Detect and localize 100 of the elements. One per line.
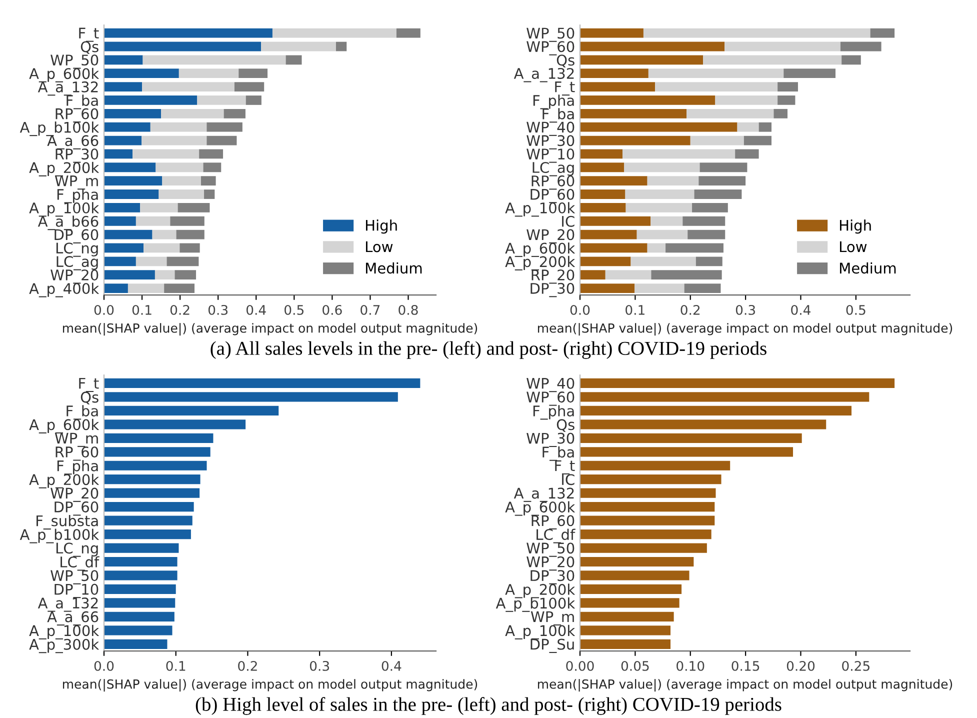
bar [104,190,159,199]
bar [580,96,716,105]
bar [272,28,396,38]
bar [158,190,204,199]
bar [630,256,696,266]
y-tick-label: A_p_b100k [20,528,100,544]
y-tick-label: F_pha [533,94,574,110]
bar [197,96,246,105]
bar [580,284,635,293]
bar [580,447,794,457]
bar [142,55,286,65]
bar [580,406,852,416]
bar [178,202,210,212]
y-tick-label: WP_m [54,176,98,190]
y-tick-label: A_p_100k [505,202,576,217]
bar [150,122,207,132]
bar [166,256,199,266]
bar [104,270,155,280]
y-tick-label: DP_60 [530,188,574,204]
y-tick-label: DP_60 [54,501,98,516]
bar [870,28,895,38]
bar [778,96,796,105]
bar [580,639,670,649]
bar [605,270,652,280]
bar [104,284,128,293]
y-tick-label: A_p_600k [29,418,100,434]
x-tick-label: 0.4 [791,304,810,315]
y-tick-label: A_p_600k [29,68,100,82]
bar [204,190,215,199]
y-tick-label: WP_60 [526,41,574,56]
bar [104,216,136,226]
bar [694,190,742,199]
y-tick-label: A_p_200k [29,474,100,488]
y-tick-label: WP_20 [526,229,574,244]
bar [690,136,744,146]
bar [580,162,624,172]
y-tick-label: A_p_600k [505,242,576,257]
text: (a) All sales levels in the pre- (left) and post- (right) COVID-19 periods [210,341,766,359]
bar [104,378,420,388]
bar [580,378,895,388]
bar [580,420,826,430]
y-tick-label: A_a_b66 [38,216,98,230]
y-tick-label: F_t [79,28,99,42]
bar [104,122,150,132]
bar [686,108,774,118]
x-tick-label: 0.0 [94,660,114,671]
bar [104,543,179,553]
y-tick-label: WP_m [530,611,574,626]
y-tick-label: RP_60 [532,515,574,530]
bar [650,216,683,226]
bar [580,392,870,402]
bar [104,529,191,540]
x-tick-label: 0.25 [842,660,870,671]
bar [647,176,699,186]
y-tick-label: F_ba [66,405,98,420]
y-tick-label: A_p_300k [29,638,100,654]
bar [176,230,204,240]
bar [724,42,840,52]
x-tick-label: 0.0 [94,304,114,315]
y-tick-label: A_a_66 [47,135,98,150]
y-tick-label: DP_Su [530,638,574,653]
legend-label: High [840,220,871,234]
y-tick-label: WP_40 [526,378,574,392]
x-tick-label: 0.6 [322,304,342,315]
x-axis-title: mean(|SHAP value|) (average impact on model output magnitude) [62,679,478,692]
y-tick-label: WP_50 [526,28,574,42]
bar [580,202,626,212]
x-tick-label: 0.7 [360,304,380,315]
bar [203,162,222,172]
bar [580,256,631,266]
bar [842,55,861,65]
bar [140,202,178,212]
bar [624,162,700,172]
y-tick-label: WP_50 [50,570,98,584]
bar [104,612,174,622]
bar [224,108,246,118]
y-tick-label: F_ba [542,446,574,461]
y-tick-label: WP_50 [526,542,574,557]
bar [774,108,788,118]
x-tick-label: 0.2 [238,660,257,671]
bar [580,570,690,580]
bar [104,516,192,526]
x-axis-title: mean(|SHAP value|) (average impact on model output magnitude) [538,679,952,692]
bar [104,68,179,78]
legend-label: Low [840,241,867,252]
y-tick-label: A_p_100k [29,624,100,640]
bar [580,488,716,498]
bar [104,230,152,240]
bar [758,122,772,132]
bar [104,82,142,92]
bar [104,149,133,159]
bar [104,96,198,105]
bar [104,447,210,457]
bar [178,68,239,78]
bar [104,136,142,146]
x-axis-title: mean(|SHAP value|) (average impact on model output magnitude) [538,323,952,336]
y-tick-label: LC_ag [532,162,574,176]
bar [104,584,176,594]
bar [634,284,684,293]
bar [104,433,214,443]
